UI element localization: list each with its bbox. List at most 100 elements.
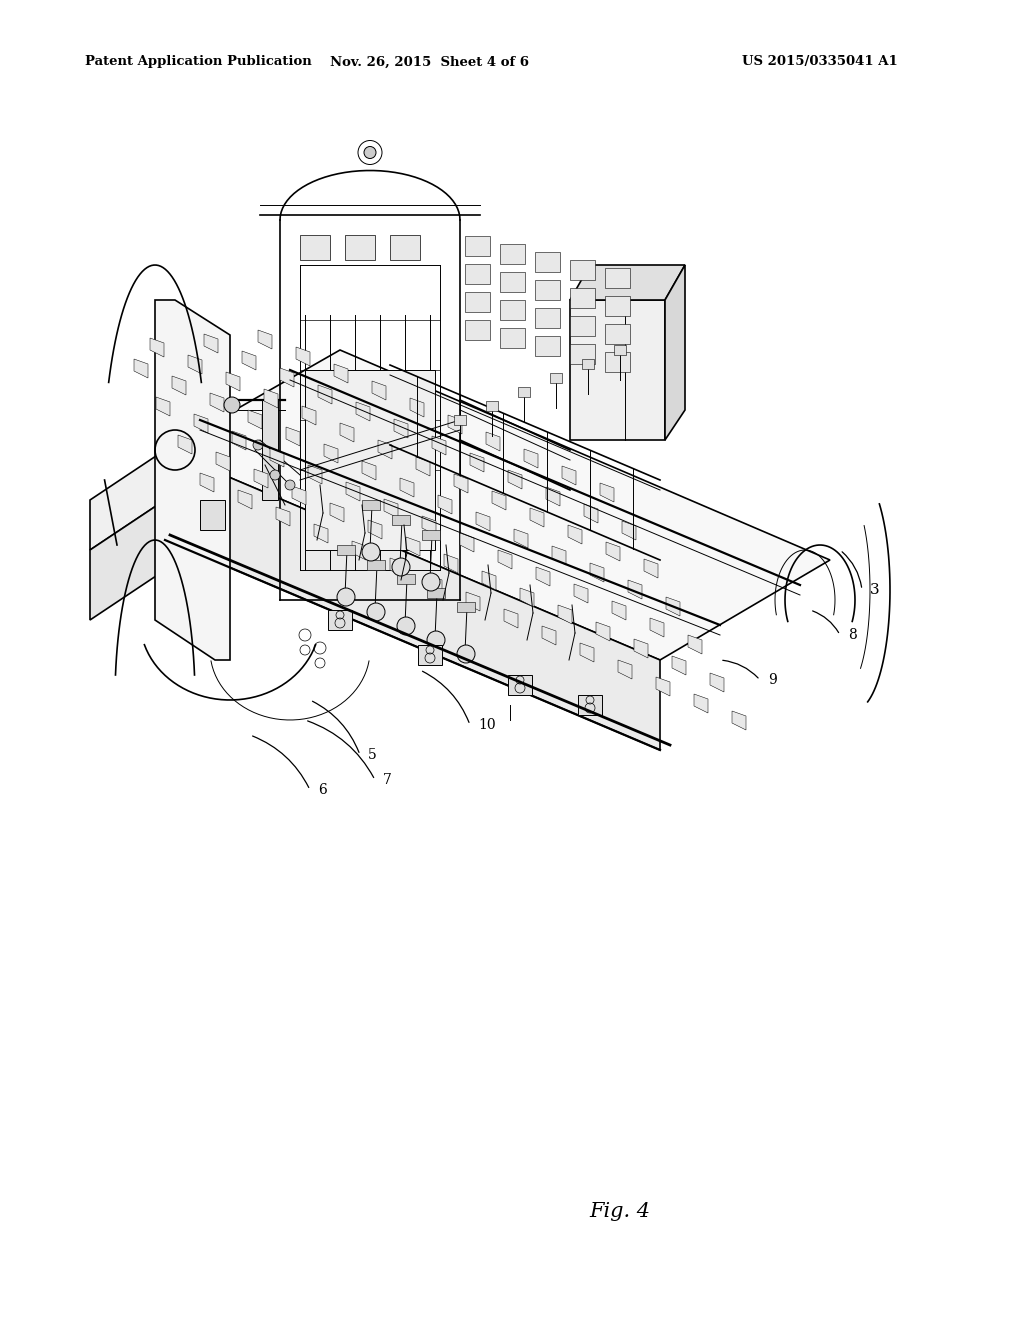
- Polygon shape: [465, 264, 490, 284]
- Polygon shape: [238, 490, 252, 510]
- Polygon shape: [345, 235, 375, 260]
- Polygon shape: [580, 643, 594, 663]
- Polygon shape: [210, 393, 224, 412]
- Polygon shape: [465, 292, 490, 312]
- Polygon shape: [264, 389, 278, 408]
- Polygon shape: [518, 387, 530, 397]
- Polygon shape: [242, 351, 256, 370]
- Polygon shape: [276, 507, 290, 525]
- Polygon shape: [582, 359, 594, 370]
- Polygon shape: [508, 675, 532, 696]
- Polygon shape: [605, 352, 630, 372]
- Polygon shape: [688, 635, 702, 653]
- Polygon shape: [514, 529, 528, 548]
- Polygon shape: [308, 465, 322, 484]
- Polygon shape: [280, 368, 294, 387]
- Text: Nov. 26, 2015  Sheet 4 of 6: Nov. 26, 2015 Sheet 4 of 6: [331, 55, 529, 69]
- Polygon shape: [546, 487, 560, 506]
- Polygon shape: [248, 411, 262, 429]
- Polygon shape: [367, 560, 385, 570]
- Text: 8: 8: [848, 628, 857, 642]
- Polygon shape: [428, 576, 442, 594]
- Polygon shape: [270, 447, 284, 467]
- Circle shape: [367, 603, 385, 620]
- Polygon shape: [665, 265, 685, 440]
- Polygon shape: [492, 491, 506, 510]
- Polygon shape: [90, 500, 165, 620]
- Polygon shape: [302, 407, 316, 425]
- Polygon shape: [570, 265, 685, 300]
- Polygon shape: [600, 483, 614, 502]
- Polygon shape: [622, 521, 636, 540]
- Polygon shape: [362, 461, 376, 480]
- Polygon shape: [422, 531, 440, 540]
- Polygon shape: [606, 543, 620, 561]
- Polygon shape: [406, 537, 420, 556]
- Polygon shape: [570, 260, 595, 280]
- Polygon shape: [292, 486, 306, 506]
- Polygon shape: [500, 272, 525, 292]
- Polygon shape: [694, 694, 708, 713]
- Text: 6: 6: [318, 783, 327, 797]
- Polygon shape: [465, 236, 490, 256]
- Polygon shape: [596, 622, 610, 642]
- Polygon shape: [524, 449, 538, 469]
- Polygon shape: [466, 591, 480, 611]
- Polygon shape: [605, 268, 630, 288]
- Polygon shape: [605, 296, 630, 315]
- Polygon shape: [535, 280, 560, 300]
- Polygon shape: [535, 252, 560, 272]
- Polygon shape: [328, 610, 352, 630]
- Polygon shape: [465, 319, 490, 341]
- Polygon shape: [628, 579, 642, 599]
- Polygon shape: [232, 432, 246, 450]
- Polygon shape: [508, 470, 522, 488]
- Polygon shape: [204, 334, 218, 352]
- Polygon shape: [165, 350, 830, 660]
- Polygon shape: [486, 401, 498, 411]
- Polygon shape: [618, 660, 632, 678]
- Circle shape: [362, 543, 380, 561]
- Circle shape: [397, 616, 415, 635]
- Text: US 2015/0335041 A1: US 2015/0335041 A1: [742, 55, 898, 69]
- Polygon shape: [254, 469, 268, 488]
- Polygon shape: [536, 568, 550, 586]
- Polygon shape: [574, 583, 588, 603]
- Polygon shape: [372, 381, 386, 400]
- Polygon shape: [296, 347, 310, 366]
- Polygon shape: [384, 499, 398, 517]
- Polygon shape: [710, 673, 724, 692]
- Polygon shape: [368, 520, 382, 539]
- Polygon shape: [378, 440, 392, 459]
- Polygon shape: [134, 359, 148, 378]
- Polygon shape: [397, 574, 415, 583]
- Polygon shape: [156, 397, 170, 416]
- Text: 9: 9: [768, 673, 777, 686]
- Polygon shape: [612, 601, 626, 620]
- Polygon shape: [346, 482, 360, 502]
- Polygon shape: [416, 457, 430, 477]
- Polygon shape: [476, 512, 490, 531]
- Polygon shape: [634, 639, 648, 657]
- Circle shape: [364, 147, 376, 158]
- Polygon shape: [418, 645, 442, 665]
- Polygon shape: [410, 399, 424, 417]
- Circle shape: [457, 645, 475, 663]
- Circle shape: [285, 480, 295, 490]
- Polygon shape: [570, 345, 595, 364]
- Circle shape: [224, 397, 240, 413]
- Polygon shape: [542, 626, 556, 645]
- Polygon shape: [438, 495, 452, 513]
- Circle shape: [270, 470, 280, 480]
- Polygon shape: [520, 587, 534, 607]
- Polygon shape: [150, 338, 164, 356]
- Polygon shape: [352, 541, 366, 560]
- Polygon shape: [356, 403, 370, 421]
- Text: Fig. 4: Fig. 4: [589, 1203, 650, 1221]
- Polygon shape: [530, 508, 544, 527]
- Polygon shape: [500, 244, 525, 264]
- Polygon shape: [392, 515, 410, 525]
- Polygon shape: [454, 414, 466, 425]
- Circle shape: [422, 573, 440, 591]
- Polygon shape: [194, 414, 208, 433]
